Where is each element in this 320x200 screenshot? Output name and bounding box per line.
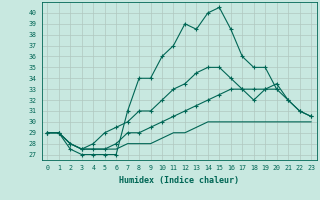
X-axis label: Humidex (Indice chaleur): Humidex (Indice chaleur) (119, 176, 239, 185)
